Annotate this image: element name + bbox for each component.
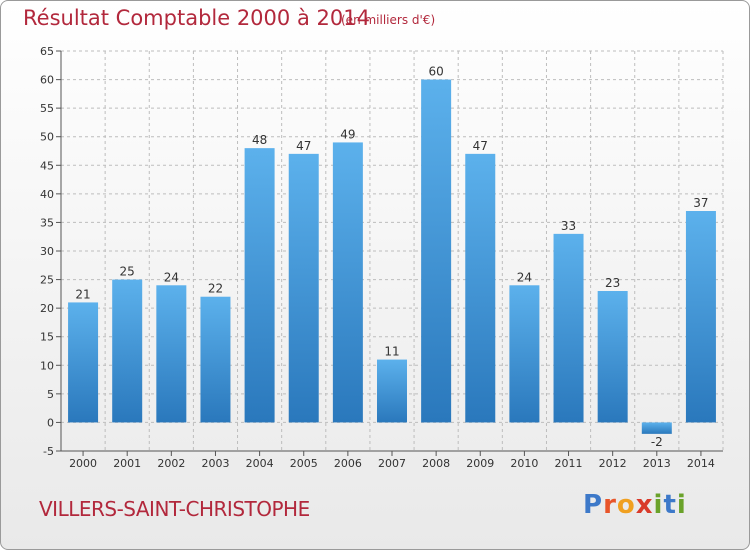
x-tick-label-2003: 2003 xyxy=(201,457,229,470)
data-label-2014: 37 xyxy=(693,196,708,210)
logo-letter: o xyxy=(616,490,636,520)
data-label-2011: 33 xyxy=(561,219,576,233)
bar-2008 xyxy=(421,79,452,423)
y-tick-label: 45 xyxy=(40,159,54,172)
bar-2003 xyxy=(200,296,231,423)
y-tick-label: 55 xyxy=(40,102,54,115)
y-tick-label: 60 xyxy=(40,74,54,87)
logo-letter: r xyxy=(603,490,617,520)
bar-2006 xyxy=(332,142,363,423)
bar-2011 xyxy=(553,233,584,423)
x-tick-label-2011: 2011 xyxy=(555,457,583,470)
bar-2004 xyxy=(244,148,275,423)
chart-title: Résultat Comptable 2000 à 2014 xyxy=(23,6,370,30)
x-tick-label-2009: 2009 xyxy=(466,457,494,470)
x-tick-label-2006: 2006 xyxy=(334,457,362,470)
bar-2010 xyxy=(509,285,540,423)
data-label-2006: 49 xyxy=(340,127,355,141)
y-tick-label: 40 xyxy=(40,188,54,201)
x-tick-label-2001: 2001 xyxy=(113,457,141,470)
y-tick-label: -5 xyxy=(43,445,54,458)
data-label-2013: -2 xyxy=(651,435,663,449)
x-tick-label-2002: 2002 xyxy=(157,457,185,470)
x-tick-label-2008: 2008 xyxy=(422,457,450,470)
logo-letter: i xyxy=(676,490,687,520)
y-tick-label: 5 xyxy=(47,388,54,401)
y-tick-label: 50 xyxy=(40,131,54,144)
x-tick-label-2014: 2014 xyxy=(687,457,715,470)
bar-2002 xyxy=(156,285,187,423)
x-tick-label-2013: 2013 xyxy=(643,457,671,470)
logo-letter: P xyxy=(583,490,604,520)
logo-letter: x xyxy=(635,490,654,520)
x-tick-label-2004: 2004 xyxy=(246,457,274,470)
data-label-2000: 21 xyxy=(75,287,90,301)
bar-2007 xyxy=(377,359,407,423)
y-tick-label: 65 xyxy=(40,45,54,58)
chart-subtitle: (en milliers d'€) xyxy=(341,13,436,27)
proxiti-logo: Proxiti xyxy=(583,490,687,520)
data-label-2002: 24 xyxy=(164,270,179,284)
bar-2009 xyxy=(465,153,496,423)
x-tick-label-2010: 2010 xyxy=(510,457,538,470)
logo-letter: t xyxy=(663,490,677,520)
bar-2001 xyxy=(112,279,143,423)
data-label-2003: 22 xyxy=(208,282,223,296)
x-tick-label-2005: 2005 xyxy=(290,457,318,470)
data-label-2004: 48 xyxy=(252,133,267,147)
y-tick-label: 25 xyxy=(40,274,54,287)
bar-2013 xyxy=(641,422,672,434)
data-label-2005: 47 xyxy=(296,139,311,153)
data-label-2010: 24 xyxy=(517,270,532,284)
data-label-2008: 60 xyxy=(428,65,443,79)
x-tick-label-2000: 2000 xyxy=(69,457,97,470)
bar-2005 xyxy=(288,153,319,423)
data-label-2007: 11 xyxy=(384,345,399,359)
y-tick-label: 30 xyxy=(40,245,54,258)
y-tick-label: 15 xyxy=(40,331,54,344)
data-label-2012: 23 xyxy=(605,276,620,290)
y-tick-label: 35 xyxy=(40,216,54,229)
bar-2000 xyxy=(68,302,99,423)
logo-letter: i xyxy=(653,490,664,520)
data-label-2001: 25 xyxy=(120,265,135,279)
x-tick-label-2007: 2007 xyxy=(378,457,406,470)
bar-2012 xyxy=(597,291,628,423)
bar-2014 xyxy=(685,211,716,423)
commune-name: VILLERS-SAINT-CHRISTOPHE xyxy=(39,497,310,521)
y-tick-label: 20 xyxy=(40,302,54,315)
y-tick-label: 0 xyxy=(47,416,54,429)
data-label-2009: 47 xyxy=(473,139,488,153)
y-tick-label: 10 xyxy=(40,359,54,372)
x-tick-label-2012: 2012 xyxy=(599,457,627,470)
